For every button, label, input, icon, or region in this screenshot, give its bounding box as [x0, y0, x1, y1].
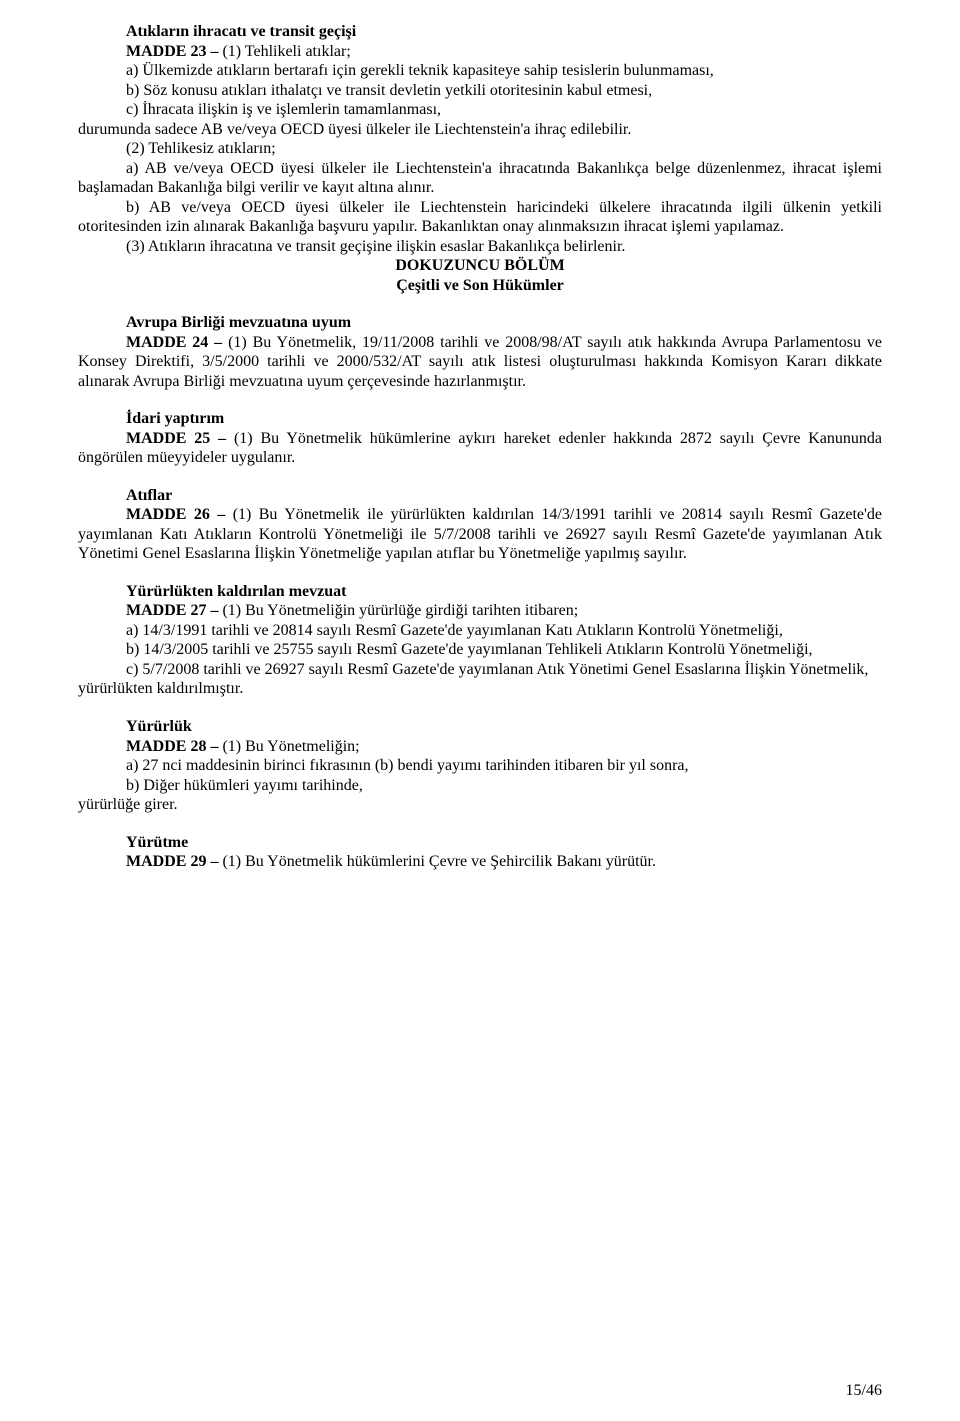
paragraph: MADDE 23 – (1) Tehlikeli atıklar; [78, 42, 882, 62]
article-number: MADDE 23 – [126, 43, 218, 60]
paragraph: a) AB ve/veya OECD üyesi ülkeler ile Lie… [78, 159, 882, 198]
paragraph: a) Ülkemizde atıkların bertarafı için ge… [78, 61, 882, 81]
paragraph: b) Diğer hükümleri yayımı tarihinde, [78, 776, 882, 796]
article-number: MADDE 26 – [126, 506, 225, 523]
document-page: Atıkların ihracatı ve transit geçişi MAD… [0, 0, 960, 1421]
article-number: MADDE 29 – [126, 853, 218, 870]
spacer [78, 391, 882, 409]
paragraph: c) 5/7/2008 tarihli ve 26927 sayılı Resm… [78, 660, 882, 680]
heading-madde27: Yürürlükten kaldırılan mevzuat [78, 582, 882, 602]
spacer [78, 564, 882, 582]
heading-madde28: Yürürlük [78, 717, 882, 737]
spacer [78, 295, 882, 313]
spacer [78, 468, 882, 486]
paragraph: MADDE 26 – (1) Bu Yönetmelik ile yürürlü… [78, 505, 882, 564]
paragraph: a) 27 nci maddesinin birinci fıkrasının … [78, 756, 882, 776]
page-number: 15/46 [846, 1381, 882, 1401]
article-number: MADDE 28 – [126, 738, 218, 755]
paragraph-text: (1) Bu Yönetmelik hükümlerini Çevre ve Ş… [222, 853, 656, 870]
heading-madde26: Atıflar [78, 486, 882, 506]
chapter-heading-line1: DOKUZUNCU BÖLÜM [78, 256, 882, 276]
paragraph: c) İhracata ilişkin iş ve işlemlerin tam… [78, 100, 882, 120]
paragraph: MADDE 27 – (1) Bu Yönetmeliğin yürürlüğe… [78, 601, 882, 621]
paragraph: MADDE 25 – (1) Bu Yönetmelik hükümlerine… [78, 429, 882, 468]
paragraph: b) AB ve/veya OECD üyesi ülkeler ile Lie… [78, 198, 882, 237]
article-number: MADDE 25 – [126, 430, 226, 447]
article-number: MADDE 27 – [126, 602, 218, 619]
paragraph: durumunda sadece AB ve/veya OECD üyesi ü… [78, 120, 882, 140]
heading-madde29: Yürütme [78, 833, 882, 853]
heading-madde25: İdari yaptırım [78, 409, 882, 429]
spacer [78, 815, 882, 833]
paragraph: (3) Atıkların ihracatına ve transit geçi… [78, 237, 882, 257]
paragraph: b) 14/3/2005 tarihli ve 25755 sayılı Res… [78, 640, 882, 660]
chapter-heading-line2: Çeşitli ve Son Hükümler [78, 276, 882, 296]
paragraph: (2) Tehlikesiz atıkların; [78, 139, 882, 159]
heading-madde24: Avrupa Birliği mevzuatına uyum [78, 313, 882, 333]
heading-madde23: Atıkların ihracatı ve transit geçişi [78, 22, 882, 42]
article-number: MADDE 24 – [126, 334, 222, 351]
paragraph: MADDE 28 – (1) Bu Yönetmeliğin; [78, 737, 882, 757]
paragraph-text: (1) Bu Yönetmeliğin; [222, 738, 359, 755]
spacer [78, 699, 882, 717]
paragraph-text: (1) Tehlikeli atıklar; [222, 43, 350, 60]
paragraph: b) Söz konusu atıkları ithalatçı ve tran… [78, 81, 882, 101]
paragraph: yürürlükten kaldırılmıştır. [78, 679, 882, 699]
heading-text: Atıkların ihracatı ve transit geçişi [126, 23, 356, 40]
paragraph: a) 14/3/1991 tarihli ve 20814 sayılı Res… [78, 621, 882, 641]
paragraph-text: (1) Bu Yönetmeliğin yürürlüğe girdiği ta… [222, 602, 578, 619]
paragraph: MADDE 24 – (1) Bu Yönetmelik, 19/11/2008… [78, 333, 882, 392]
paragraph: MADDE 29 – (1) Bu Yönetmelik hükümlerini… [78, 852, 882, 872]
paragraph: yürürlüğe girer. [78, 795, 882, 815]
